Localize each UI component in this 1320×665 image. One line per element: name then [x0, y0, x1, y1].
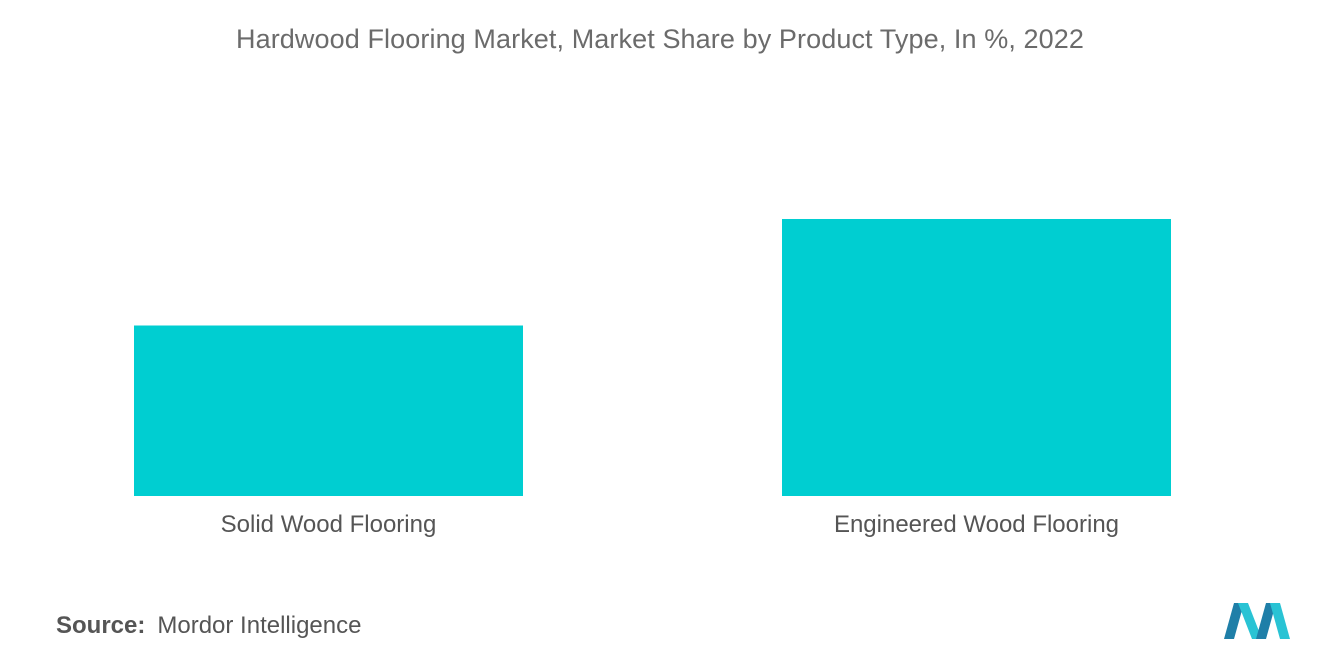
category-label: Engineered Wood Flooring	[834, 511, 1119, 538]
bar-engineered-wood-flooring	[782, 218, 1171, 496]
category-label: Solid Wood Flooring	[221, 511, 437, 538]
chart-title: Hardwood Flooring Market, Market Share b…	[235, 24, 1085, 54]
bar-solid-wood-flooring	[134, 325, 523, 496]
mordor-intelligence-logo	[1224, 603, 1290, 639]
bar-chart: Solid Wood Flooring Engineered Wood Floor…	[134, 218, 1171, 538]
source-note: Source: Mordor Intelligence	[56, 612, 361, 640]
source-label: Source:	[56, 612, 146, 639]
source-text: Mordor Intelligence	[157, 612, 362, 639]
